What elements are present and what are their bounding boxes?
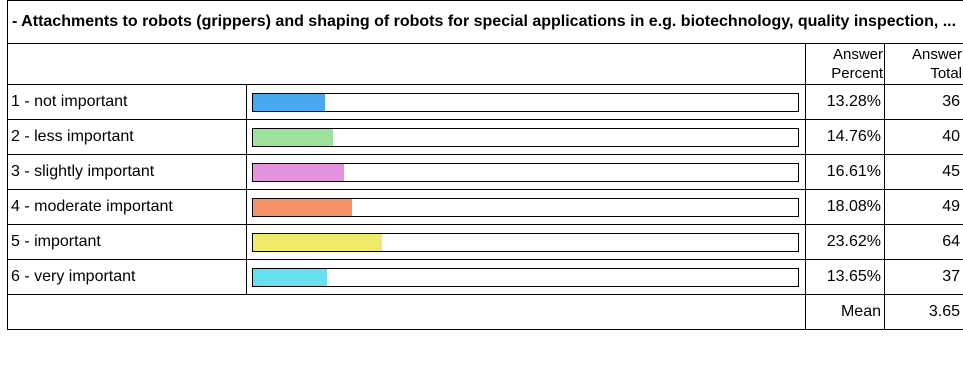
table-row: 2 - less important 14.76% 40 (8, 120, 963, 155)
category-label: 5 - important (8, 225, 247, 260)
answer-total: 36 (885, 85, 963, 120)
table-row: 4 - moderate important 18.08% 49 (8, 190, 963, 225)
answer-total: 40 (885, 120, 963, 155)
bar-track (252, 93, 799, 112)
bar (253, 94, 325, 111)
bar (253, 199, 352, 216)
bar (253, 129, 333, 146)
mean-value: 3.65 (885, 295, 963, 330)
category-label: 1 - not important (8, 85, 247, 120)
bar-track (252, 268, 799, 287)
bar-cell (247, 120, 806, 155)
answer-percent-header: Answer Percent (806, 44, 885, 85)
category-label: 2 - less important (8, 120, 247, 155)
bar (253, 269, 327, 286)
mean-spacer (8, 295, 806, 330)
table-row: 3 - slightly important 16.61% 45 (8, 155, 963, 190)
table-row: 5 - important 23.62% 64 (8, 225, 963, 260)
answer-percent: 13.28% (806, 85, 885, 120)
bar-cell (247, 155, 806, 190)
bar (253, 234, 382, 251)
answer-total: 37 (885, 260, 963, 295)
header-spacer (8, 44, 806, 85)
mean-label: Mean (806, 295, 885, 330)
answer-total: 49 (885, 190, 963, 225)
answer-total: 64 (885, 225, 963, 260)
bar-cell (247, 190, 806, 225)
answer-percent: 13.65% (806, 260, 885, 295)
answer-percent: 14.76% (806, 120, 885, 155)
answer-percent: 16.61% (806, 155, 885, 190)
bar-track (252, 233, 799, 252)
bar-cell (247, 260, 806, 295)
bar-track (252, 163, 799, 182)
header-row: Answer Percent Answer Total (8, 44, 963, 85)
results-table: - Attachments to robots (grippers) and s… (7, 0, 963, 330)
bar-track (252, 128, 799, 147)
table-row: 6 - very important 13.65% 37 (8, 260, 963, 295)
bar-cell (247, 225, 806, 260)
title-row: - Attachments to robots (grippers) and s… (8, 1, 963, 44)
survey-question-table: - Attachments to robots (grippers) and s… (7, 0, 963, 370)
bar (253, 164, 344, 181)
category-label: 3 - slightly important (8, 155, 247, 190)
category-label: 6 - very important (8, 260, 247, 295)
answer-total: 45 (885, 155, 963, 190)
bar-track (252, 198, 799, 217)
answer-percent: 23.62% (806, 225, 885, 260)
bar-cell (247, 85, 806, 120)
question-title: - Attachments to robots (grippers) and s… (8, 1, 963, 44)
mean-row: Mean 3.65 (8, 295, 963, 330)
answer-total-header: Answer Total (885, 44, 963, 85)
table-row: 1 - not important 13.28% 36 (8, 85, 963, 120)
category-label: 4 - moderate important (8, 190, 247, 225)
answer-percent: 18.08% (806, 190, 885, 225)
